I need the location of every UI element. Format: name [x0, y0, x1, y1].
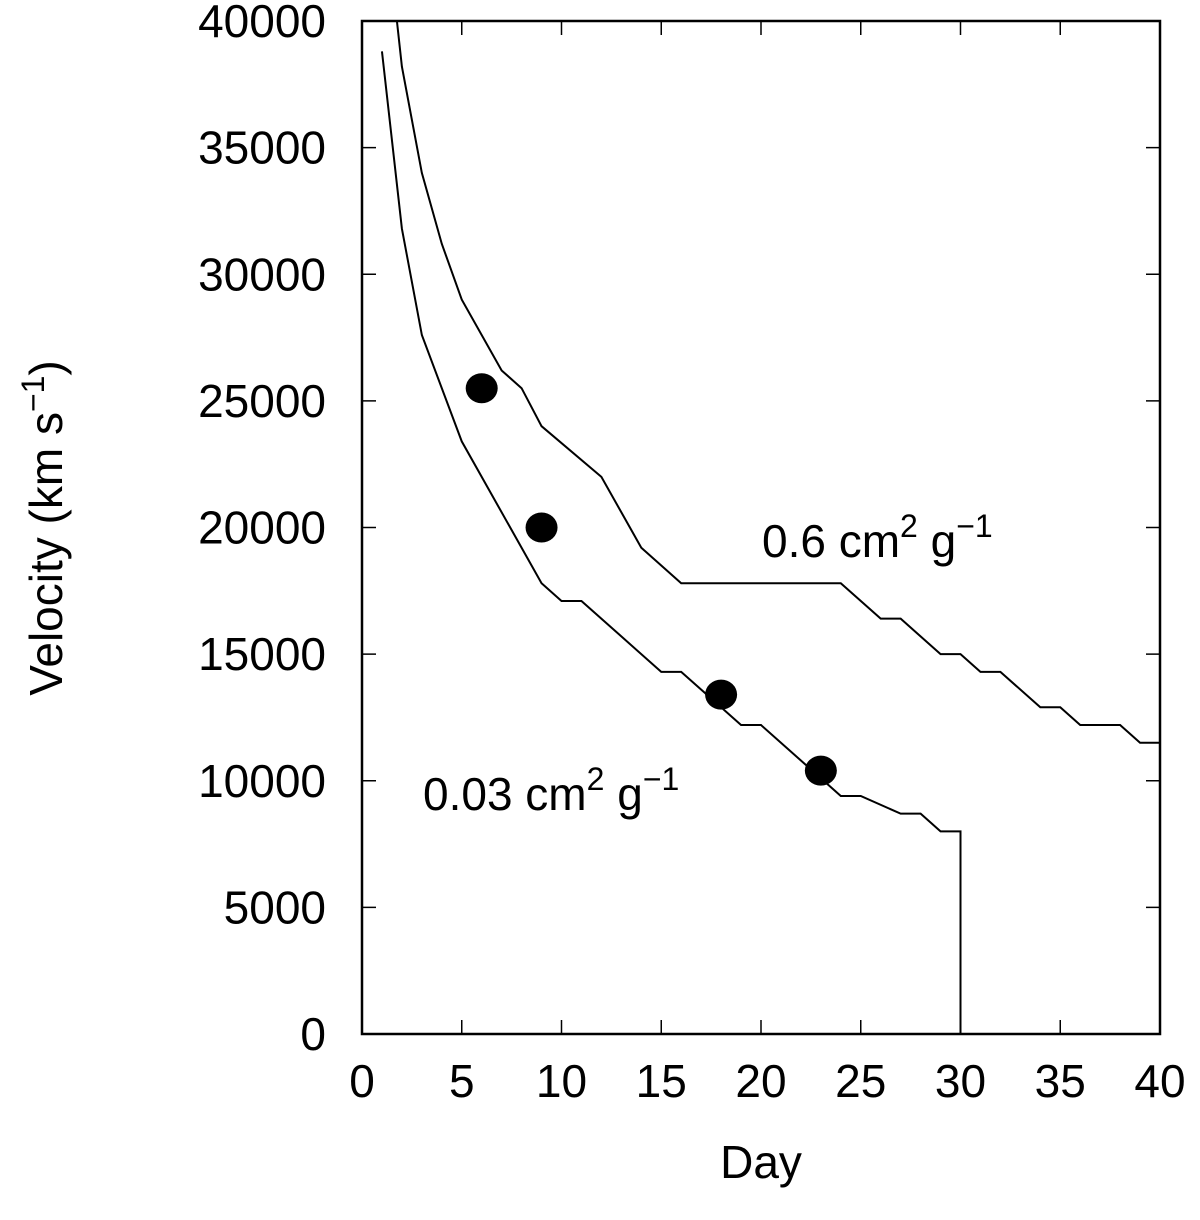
x-tick-label: 0 — [349, 1055, 375, 1107]
x-tick-label: 20 — [735, 1055, 786, 1107]
data-point — [465, 373, 498, 404]
y-tick-label: 5000 — [224, 881, 326, 933]
data-point — [804, 755, 837, 786]
y-tick-label: 15000 — [198, 628, 326, 680]
x-tick-label: 25 — [835, 1055, 886, 1107]
x-tick-label: 10 — [536, 1055, 587, 1107]
y-tick-label: 10000 — [198, 755, 326, 807]
x-tick-label: 30 — [935, 1055, 986, 1107]
series-label-0.6: 0.6 cm2 g−1 — [762, 508, 993, 567]
x-axis-label: Day — [720, 1136, 802, 1188]
x-tick-label: 15 — [636, 1055, 687, 1107]
y-tick-label: 20000 — [198, 502, 326, 554]
y-tick-label: 40000 — [198, 0, 326, 47]
y-axis-label: Velocity (km s−1) — [15, 360, 72, 696]
x-tick-label: 35 — [1035, 1055, 1086, 1107]
data-point — [705, 679, 738, 710]
data-point — [525, 512, 558, 543]
y-tick-label: 0 — [300, 1008, 326, 1060]
x-tick-label: 5 — [449, 1055, 475, 1107]
plot-frame — [360, 19, 1162, 1036]
series-line-0 — [395, 20, 1160, 744]
series-label-0.03: 0.03 cm2 g−1 — [423, 761, 679, 820]
x-tick-label: 40 — [1134, 1055, 1185, 1107]
y-tick-label: 30000 — [198, 248, 326, 300]
y-tick-label: 25000 — [198, 375, 326, 427]
y-tick-label: 35000 — [198, 122, 326, 174]
